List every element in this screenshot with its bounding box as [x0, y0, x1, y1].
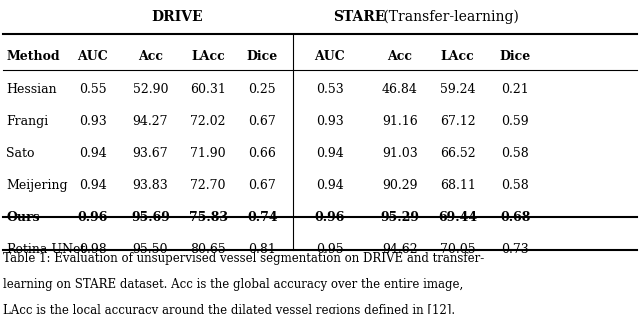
Text: 68.11: 68.11: [440, 179, 476, 192]
Text: 0.74: 0.74: [247, 211, 278, 224]
Text: 90.29: 90.29: [382, 179, 418, 192]
Text: 0.96: 0.96: [77, 211, 108, 224]
Text: 0.58: 0.58: [501, 147, 529, 160]
Text: 95.50: 95.50: [132, 243, 168, 256]
Text: LAcc: LAcc: [191, 50, 225, 63]
Text: 0.21: 0.21: [501, 83, 529, 96]
Text: 94.27: 94.27: [132, 115, 168, 128]
Text: 72.02: 72.02: [190, 115, 226, 128]
Text: 72.70: 72.70: [190, 179, 226, 192]
Text: 94.62: 94.62: [382, 243, 418, 256]
Text: 0.73: 0.73: [501, 243, 529, 256]
Text: Acc: Acc: [387, 50, 413, 63]
Text: 0.68: 0.68: [500, 211, 531, 224]
Text: 0.93: 0.93: [79, 115, 107, 128]
Text: 46.84: 46.84: [382, 83, 418, 96]
Text: AUC: AUC: [77, 50, 108, 63]
Text: Hessian: Hessian: [6, 83, 57, 96]
Text: Acc: Acc: [138, 50, 163, 63]
Text: (Transfer-learning): (Transfer-learning): [379, 10, 519, 24]
Text: 75.83: 75.83: [189, 211, 227, 224]
Text: 95.69: 95.69: [131, 211, 170, 224]
Text: 93.83: 93.83: [132, 179, 168, 192]
Text: 0.94: 0.94: [79, 179, 107, 192]
Text: 93.67: 93.67: [132, 147, 168, 160]
Text: 52.90: 52.90: [132, 83, 168, 96]
Text: 0.25: 0.25: [248, 83, 276, 96]
Text: 0.93: 0.93: [316, 115, 344, 128]
Text: Sato: Sato: [6, 147, 35, 160]
Text: LAcc is the local accuracy around the dilated vessel regions defined in [12].: LAcc is the local accuracy around the di…: [3, 304, 455, 314]
Text: 0.81: 0.81: [248, 243, 276, 256]
Text: Meijering: Meijering: [6, 179, 68, 192]
Text: Dice: Dice: [500, 50, 531, 63]
Text: STARE: STARE: [333, 10, 385, 24]
Text: 80.65: 80.65: [190, 243, 226, 256]
Text: 67.12: 67.12: [440, 115, 476, 128]
Text: 69.44: 69.44: [438, 211, 477, 224]
Text: 0.67: 0.67: [248, 115, 276, 128]
Text: Ours: Ours: [6, 211, 40, 224]
Text: 71.90: 71.90: [190, 147, 226, 160]
Text: 0.66: 0.66: [248, 147, 276, 160]
Text: Retina-UNet: Retina-UNet: [6, 243, 86, 256]
Text: Dice: Dice: [247, 50, 278, 63]
Text: learning on STARE dataset. Acc is the global accuracy over the entire image,: learning on STARE dataset. Acc is the gl…: [3, 278, 463, 291]
Text: DRIVE: DRIVE: [152, 10, 204, 24]
Text: 95.29: 95.29: [381, 211, 419, 224]
Text: Method: Method: [6, 50, 60, 63]
Text: 0.59: 0.59: [501, 115, 529, 128]
Text: 0.58: 0.58: [501, 179, 529, 192]
Text: 60.31: 60.31: [190, 83, 226, 96]
Text: 0.94: 0.94: [79, 147, 107, 160]
Text: 0.55: 0.55: [79, 83, 107, 96]
Text: 0.94: 0.94: [316, 179, 344, 192]
Text: 91.03: 91.03: [382, 147, 418, 160]
Text: 70.05: 70.05: [440, 243, 476, 256]
Text: 59.24: 59.24: [440, 83, 476, 96]
Text: 0.94: 0.94: [316, 147, 344, 160]
Text: 0.67: 0.67: [248, 179, 276, 192]
Text: Frangi: Frangi: [6, 115, 49, 128]
Text: AUC: AUC: [314, 50, 345, 63]
Text: 0.98: 0.98: [79, 243, 107, 256]
Text: 0.95: 0.95: [316, 243, 344, 256]
Text: LAcc: LAcc: [441, 50, 474, 63]
Text: 0.96: 0.96: [314, 211, 345, 224]
Text: 91.16: 91.16: [382, 115, 418, 128]
Text: 0.53: 0.53: [316, 83, 344, 96]
Text: Table 1: Evaluation of unsupervised vessel segmentation on DRIVE and transfer-: Table 1: Evaluation of unsupervised vess…: [3, 252, 484, 265]
Text: 66.52: 66.52: [440, 147, 476, 160]
